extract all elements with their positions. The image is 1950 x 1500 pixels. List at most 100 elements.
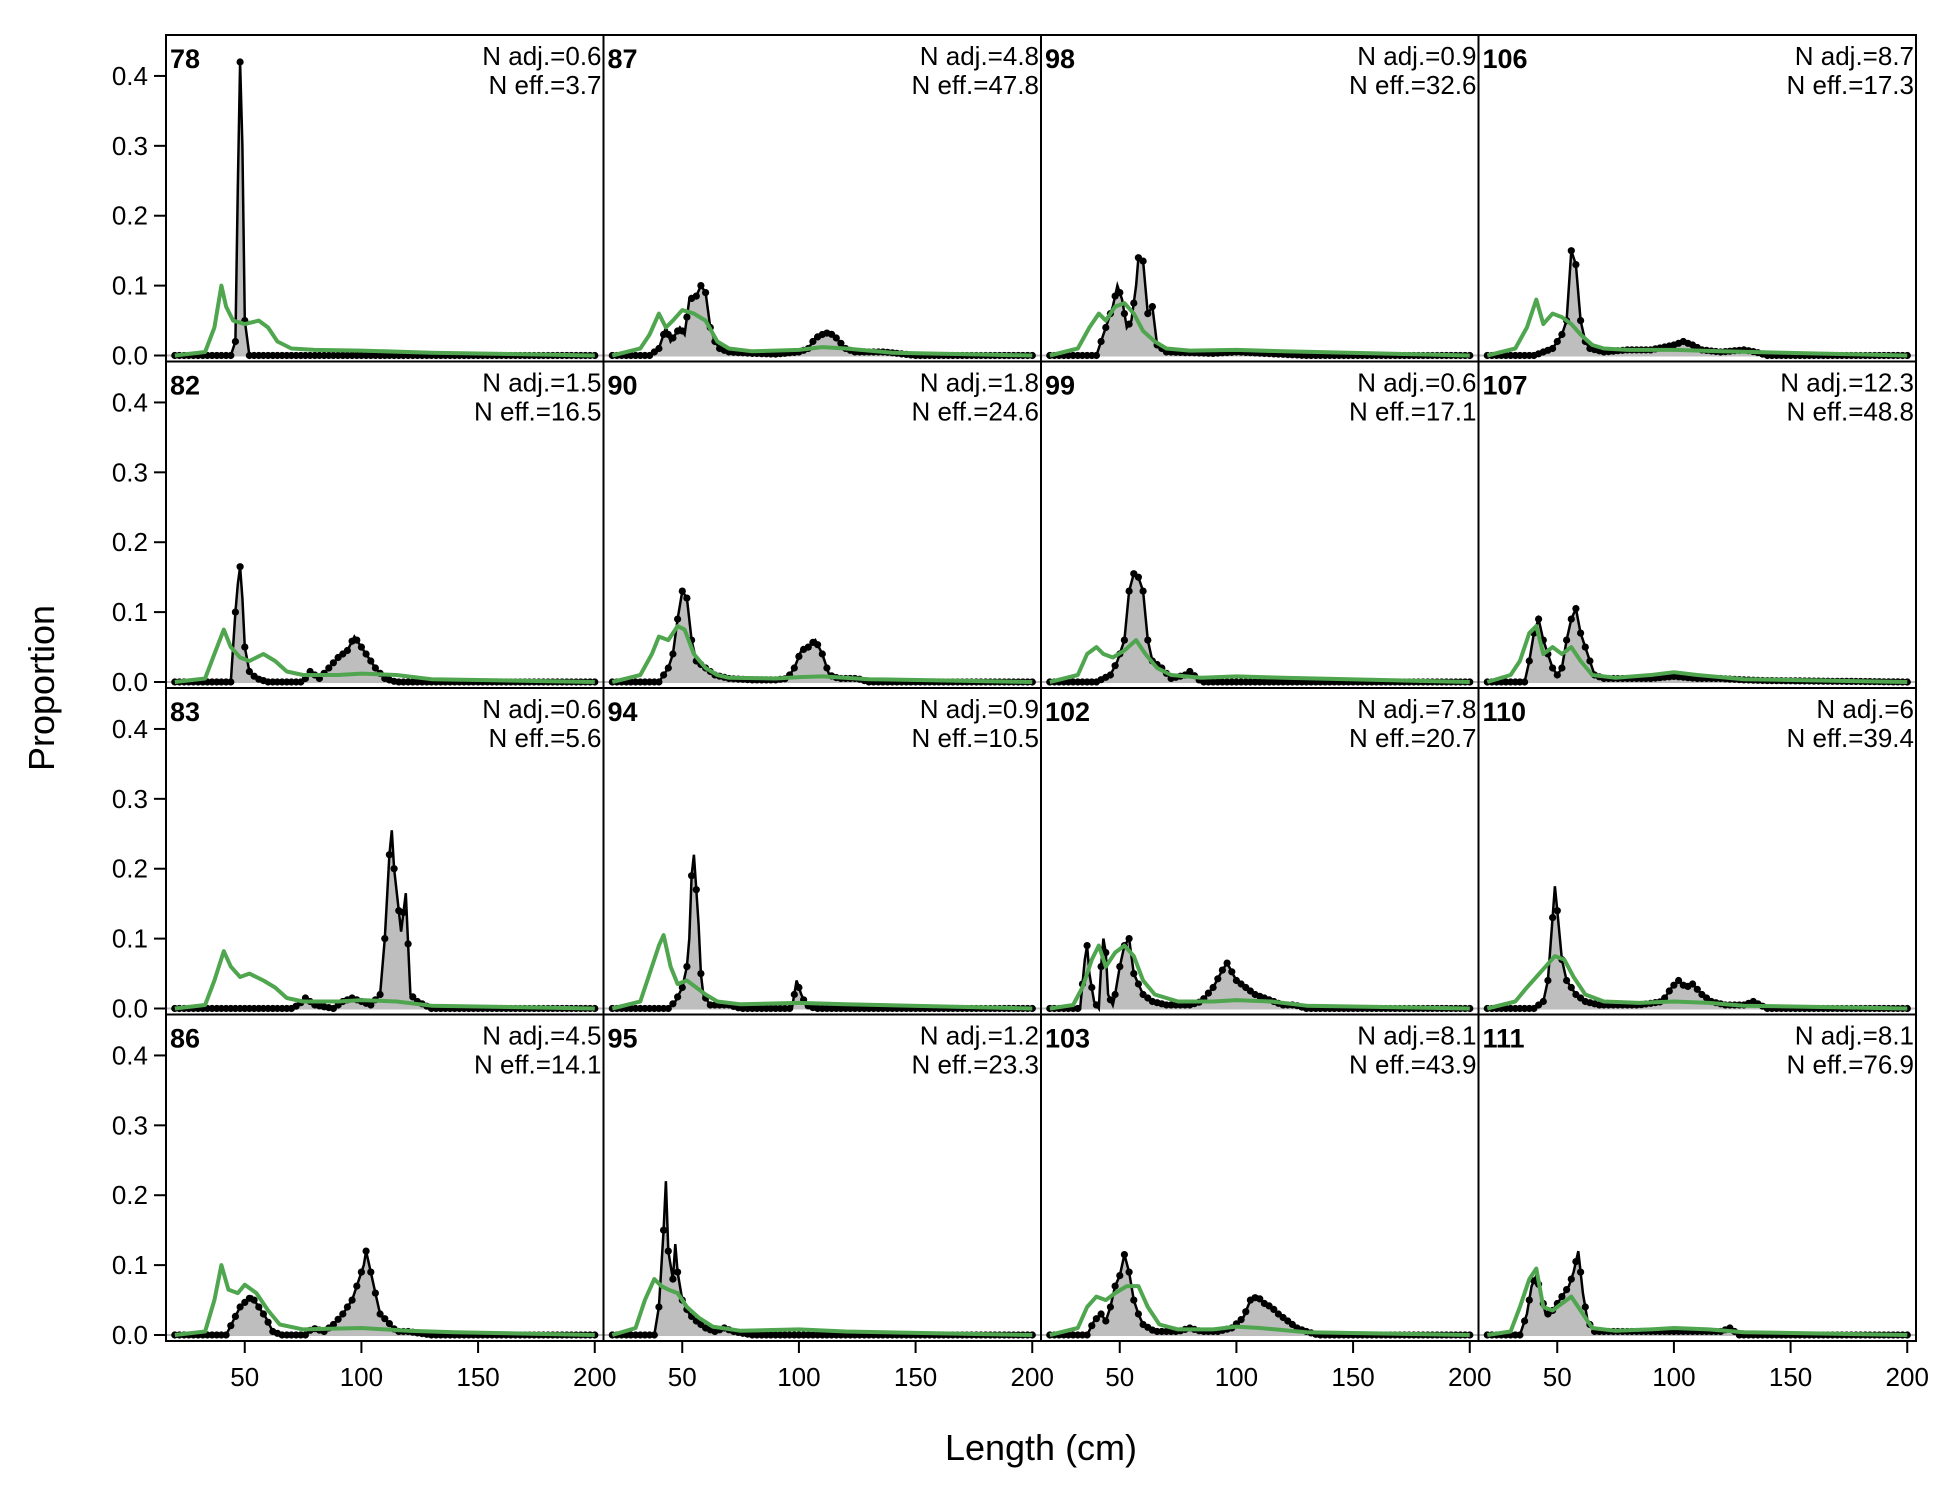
n-adj-label: N adj.=0.6 [482, 694, 601, 724]
n-adj-label: N adj.=8.7 [1795, 41, 1914, 71]
panel-label: 82 [170, 371, 200, 401]
observed-point [343, 646, 351, 655]
observed-point [385, 851, 393, 859]
observed-point [786, 1004, 794, 1013]
n-adj-label: N adj.=6 [1816, 694, 1914, 724]
observed-point [674, 1268, 682, 1276]
panel-83: 83 N adj.=0.6N eff.=5.6 [165, 687, 605, 1016]
observed-point [367, 1268, 375, 1276]
observed-point [1525, 657, 1533, 665]
n-adj-label: N adj.=7.8 [1357, 694, 1476, 724]
x-tick-label: 200 [1011, 1362, 1054, 1392]
observed-point [334, 1315, 342, 1323]
n-adj-label: N adj.=0.6 [482, 41, 601, 71]
observed-point [678, 587, 686, 595]
y-tick-label: 0.1 [112, 597, 148, 627]
n-adj-label: N adj.=1.2 [920, 1021, 1039, 1051]
expected-line [1049, 638, 1470, 684]
panel-label: 83 [170, 697, 200, 727]
panel-82: 82 N adj.=1.5N eff.=16.5 [165, 360, 605, 689]
observed-point [1111, 662, 1119, 670]
observed-point [1553, 671, 1561, 679]
observed-point [664, 1247, 672, 1255]
y-tick-label: 0.3 [112, 457, 148, 487]
observed-point [231, 608, 239, 616]
observed-point [1553, 337, 1561, 346]
observed-point [1106, 996, 1114, 1004]
panel-106: 106 N adj.=8.7N eff.=17.3 [1477, 34, 1917, 363]
panel-95: 95 N adj.=1.2N eff.=23.3 [602, 1013, 1042, 1342]
observed-point [1097, 337, 1105, 346]
observed-point [1670, 981, 1678, 989]
x-tick-label: 150 [1331, 1362, 1374, 1392]
observed-point [1116, 1272, 1124, 1280]
observed-point [1125, 1268, 1133, 1276]
x-tick-label: 150 [894, 1362, 937, 1392]
expected-line [1049, 1284, 1470, 1337]
panel-94: 94 N adj.=0.9N eff.=10.5 [602, 687, 1042, 1016]
n-eff-label: N eff.=39.4 [1787, 723, 1914, 753]
observed-point [1521, 678, 1529, 686]
panel-99: 99 N adj.=0.6N eff.=17.1 [1040, 360, 1480, 689]
observed-point [1139, 587, 1147, 595]
observed-point [790, 664, 798, 672]
x-tick-label: 150 [1769, 1362, 1812, 1392]
observed-point [1558, 330, 1566, 339]
observed-point [329, 659, 337, 667]
observed-area [1487, 250, 1908, 356]
y-tick-label: 0.4 [112, 387, 148, 417]
y-tick-label: 0.3 [112, 131, 148, 161]
x-tick-label: 100 [1652, 1362, 1695, 1392]
observed-point [1558, 1293, 1566, 1301]
expected-line [1487, 1266, 1908, 1337]
observed-point [790, 990, 798, 999]
observed-point [678, 983, 686, 992]
n-adj-label: N adj.=4.5 [482, 1021, 601, 1051]
observed-point [245, 667, 253, 676]
panel-label: 106 [1483, 44, 1528, 74]
observed-point [655, 678, 663, 686]
observed-point [348, 1296, 356, 1304]
observed-point [1134, 980, 1142, 988]
panel-111: 111 N adj.=8.1N eff.=76.9 [1477, 1013, 1917, 1342]
panel-label: 78 [170, 44, 200, 74]
panel-110: 110 N adj.=6N eff.=39.4 [1477, 687, 1917, 1016]
observed-point [236, 58, 244, 66]
observed-point [688, 872, 696, 880]
observed-point [231, 337, 239, 346]
observed-point [669, 1275, 677, 1283]
observed-point [1665, 987, 1673, 995]
observed-point [1102, 323, 1110, 332]
n-eff-label: N eff.=23.3 [912, 1050, 1039, 1080]
observed-point [818, 650, 826, 658]
observed-point [259, 1310, 267, 1318]
observed-point [1111, 1282, 1119, 1290]
y-tick-label: 0.3 [112, 784, 148, 814]
x-tick-label: 50 [668, 1362, 697, 1392]
observed-point [669, 1000, 677, 1008]
observed-point [660, 671, 668, 679]
n-eff-label: N eff.=10.5 [912, 723, 1039, 753]
panel-103: 103 N adj.=8.1N eff.=43.9 [1040, 1013, 1480, 1342]
observed-point [1204, 989, 1212, 997]
observed-point [1148, 303, 1156, 311]
observed-point [1577, 629, 1585, 637]
observed-point [1134, 573, 1142, 581]
observed-point [1116, 289, 1124, 297]
n-eff-label: N eff.=24.6 [912, 397, 1039, 427]
observed-point [1092, 1001, 1100, 1009]
expected-line [1486, 954, 1908, 1011]
observed-point [1228, 968, 1236, 976]
n-adj-label: N adj.=0.9 [1357, 41, 1476, 71]
observed-point [1558, 664, 1566, 672]
observed-point [692, 292, 700, 300]
expected-line [174, 283, 595, 358]
observed-point [1097, 963, 1105, 971]
observed-point [1572, 605, 1580, 613]
y-tick-label: 0.2 [112, 854, 148, 884]
expected-line [1486, 624, 1908, 684]
observed-point [1563, 1286, 1571, 1294]
observed-point [837, 339, 845, 347]
y-tick-label: 0.2 [112, 1180, 148, 1210]
